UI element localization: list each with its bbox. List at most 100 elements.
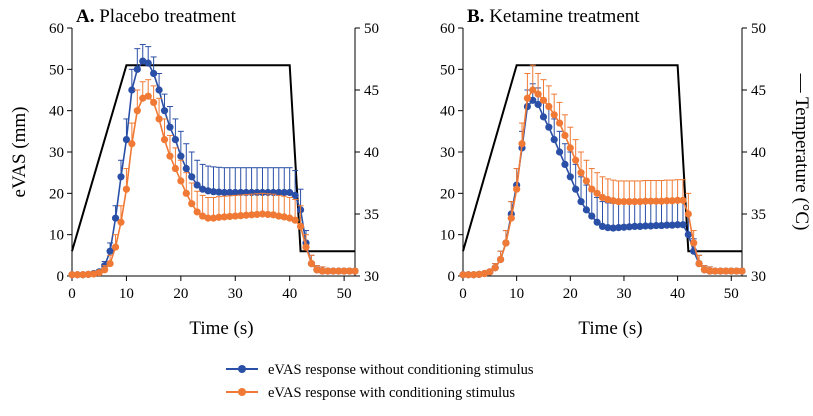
data-point xyxy=(711,267,719,275)
data-point xyxy=(566,144,574,152)
y2-tick-label: 50 xyxy=(751,21,766,37)
series-without-conditioning xyxy=(68,44,359,279)
data-point xyxy=(133,107,141,115)
data-point xyxy=(598,222,607,230)
data-point xyxy=(275,188,283,197)
data-point xyxy=(641,222,650,230)
data-point xyxy=(502,239,510,247)
data-point xyxy=(220,213,228,221)
data-point xyxy=(561,160,569,168)
y-tick-label: 10 xyxy=(49,228,64,244)
data-point xyxy=(679,221,687,229)
data-point xyxy=(625,198,633,206)
y-tick-label: 0 xyxy=(57,269,65,285)
data-point xyxy=(609,197,617,205)
y2-tick-label: 40 xyxy=(751,145,766,161)
data-point xyxy=(329,267,337,275)
data-point xyxy=(199,212,207,220)
data-point xyxy=(111,214,120,222)
data-point xyxy=(604,195,612,204)
data-point xyxy=(106,247,114,255)
data-point xyxy=(155,86,163,94)
x-tick-label: 40 xyxy=(670,286,685,302)
data-point xyxy=(264,210,272,219)
data-point xyxy=(90,270,98,278)
data-point xyxy=(264,188,272,197)
data-point xyxy=(171,164,180,173)
y2-tick-label: 40 xyxy=(364,145,379,161)
data-point xyxy=(215,188,223,196)
data-point xyxy=(275,212,283,220)
data-point xyxy=(128,140,136,148)
data-point xyxy=(345,267,354,275)
panel-title-text: Ketamine treatment xyxy=(484,6,640,27)
y-tick-label: 0 xyxy=(448,269,456,285)
data-point xyxy=(518,140,526,148)
legend-item-without-conditioning: eVAS response without conditioning stimu… xyxy=(226,362,534,378)
x-tick-label: 0 xyxy=(459,286,467,302)
data-point xyxy=(513,185,521,193)
data-point xyxy=(620,223,628,231)
temperature-line xyxy=(71,64,355,253)
data-point xyxy=(231,188,239,197)
data-point xyxy=(133,65,141,73)
data-point xyxy=(588,212,596,220)
data-point xyxy=(582,206,591,214)
data-point xyxy=(68,271,76,279)
x-axis-title: Time (s) xyxy=(578,318,642,339)
data-point xyxy=(155,115,163,123)
data-point xyxy=(111,243,120,251)
data-point xyxy=(150,69,158,78)
data-point xyxy=(182,164,190,173)
data-point xyxy=(269,211,277,219)
legend-item-with-conditioning: eVAS response with conditioning stimulus xyxy=(226,385,515,401)
data-point xyxy=(160,136,169,144)
data-point xyxy=(231,212,239,220)
data-point xyxy=(291,191,299,199)
data-point xyxy=(177,177,185,185)
data-point xyxy=(668,197,676,205)
data-point xyxy=(193,181,201,189)
data-point xyxy=(464,271,472,279)
data-point xyxy=(534,100,542,109)
x-tick-label: 50 xyxy=(337,286,352,302)
data-point xyxy=(486,268,494,276)
data-point xyxy=(529,86,537,94)
data-point xyxy=(324,267,332,275)
data-point xyxy=(253,188,261,197)
legend-label-with-conditioning: eVAS response with conditioning stimulus xyxy=(268,385,515,401)
data-point xyxy=(101,266,109,274)
data-point xyxy=(182,189,190,197)
data-point xyxy=(690,239,698,247)
data-point xyxy=(636,222,644,230)
data-point xyxy=(684,210,692,218)
data-point xyxy=(555,119,564,127)
data-point xyxy=(733,267,741,275)
data-point xyxy=(209,214,218,222)
data-point xyxy=(647,197,655,205)
data-point xyxy=(144,92,152,100)
y-tick-label: 40 xyxy=(440,104,455,120)
data-point xyxy=(582,177,591,185)
data-point xyxy=(280,213,288,221)
x-tick-label: 20 xyxy=(173,286,188,302)
data-point xyxy=(593,189,601,197)
panel-b-ketamine: 0 10 20 30 40 50 60 30 35 40 45 50 0 10 20 30 40 50 B. Ket… xyxy=(440,6,812,339)
data-point xyxy=(122,185,131,193)
x-tick-label: 40 xyxy=(282,286,297,302)
data-point xyxy=(73,271,82,279)
panel-a-placebo: 0 10 20 30 40 50 60 30 35 40 45 50 0 10 20 30 40 50 A. Pla… xyxy=(9,6,379,339)
data-point xyxy=(209,188,218,196)
data-point xyxy=(79,271,87,279)
data-point xyxy=(204,187,212,195)
data-point xyxy=(470,271,478,279)
data-point xyxy=(700,266,709,274)
data-point xyxy=(280,188,288,197)
series-with-conditioning xyxy=(459,64,746,279)
y2-tick-label: 30 xyxy=(751,269,766,285)
x-tick-label: 0 xyxy=(68,286,76,302)
data-point xyxy=(706,267,714,275)
data-point xyxy=(636,198,644,206)
